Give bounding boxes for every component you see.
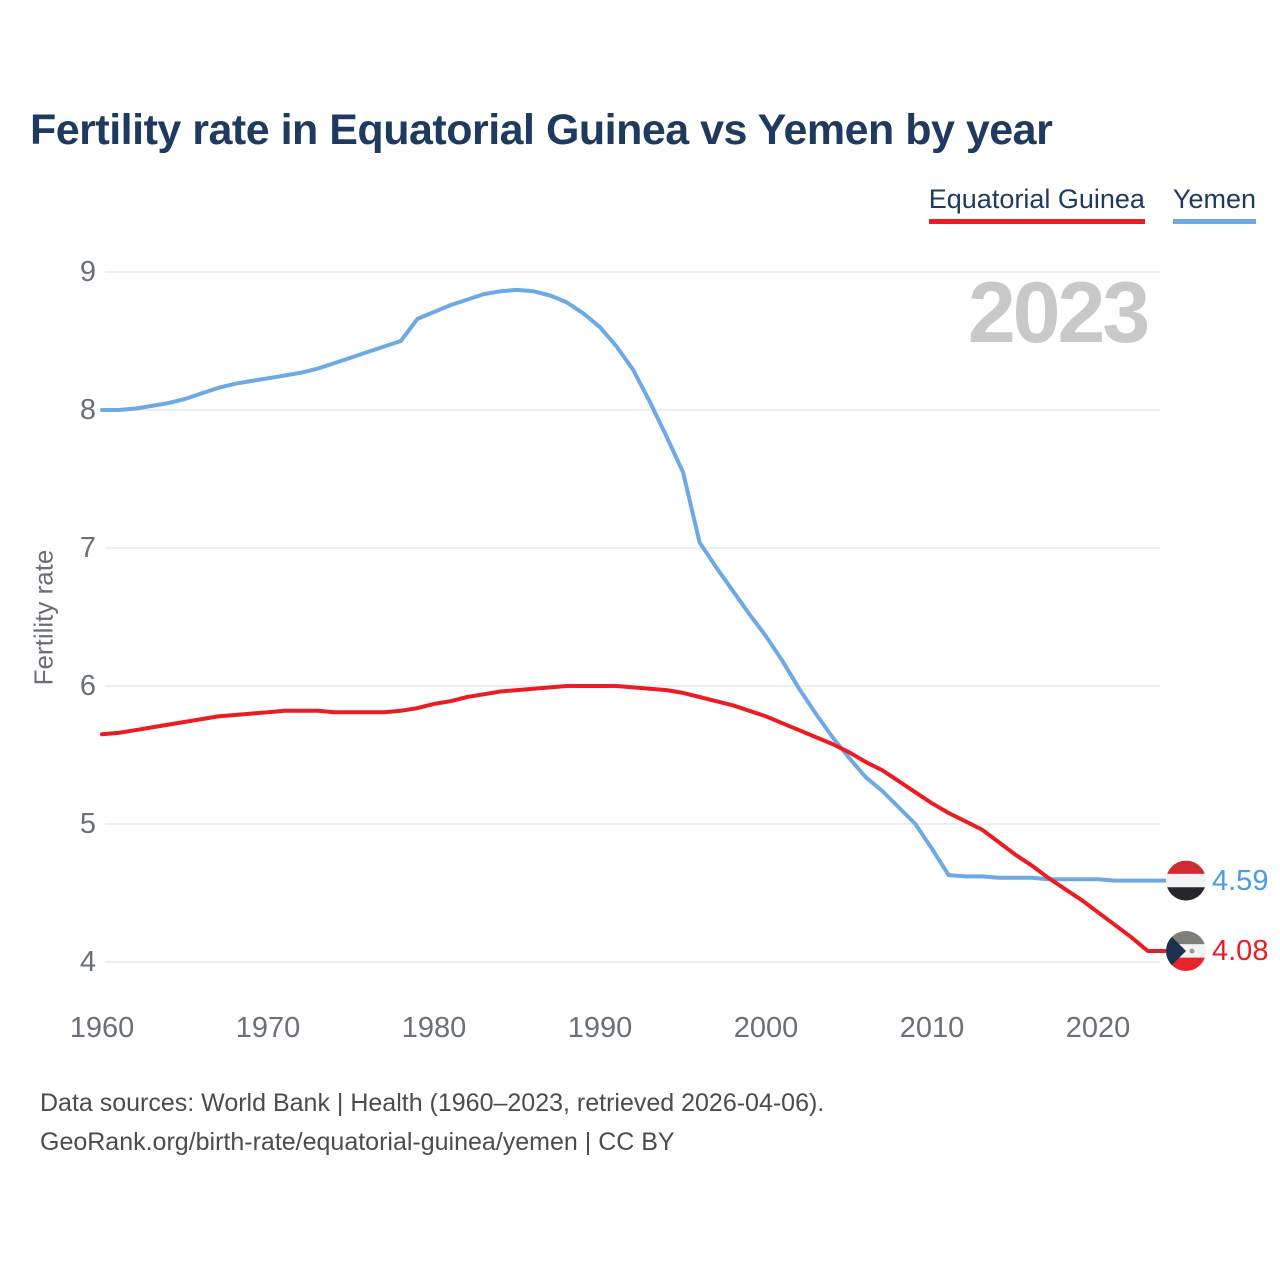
legend-label-yemen: Yemen [1172, 184, 1256, 214]
yemen-end-value-label: 4.59 [1212, 865, 1269, 897]
footer: Data sources: World Bank | Health (1960–… [40, 1084, 824, 1162]
y-tick-9: 9 [79, 256, 96, 288]
x-tick-2000: 2000 [733, 1012, 799, 1044]
legend-item-yemen[interactable]: Yemen [1172, 184, 1256, 224]
yemen-line[interactable] [100, 287, 1172, 883]
legend: Equatorial Guinea Yemen [928, 184, 1256, 224]
yemen-flag-icon [1166, 860, 1206, 901]
y-tick-6: 6 [79, 670, 96, 702]
x-tick-1990: 1990 [567, 1012, 633, 1044]
footer-data-sources: Data sources: World Bank | Health (1960–… [40, 1089, 825, 1117]
x-tick-1960: 1960 [69, 1012, 135, 1044]
y-axis-title: Fertility rate [28, 549, 59, 686]
x-tick-1970: 1970 [235, 1012, 301, 1044]
footer-attribution: GeoRank.org/birth-rate/equatorial-guinea… [40, 1128, 675, 1156]
x-tick-2020: 2020 [1065, 1012, 1131, 1044]
x-tick-1980: 1980 [401, 1012, 467, 1044]
year-watermark: 2023 [967, 265, 1150, 361]
x-tick-2010: 2010 [899, 1012, 965, 1044]
legend-item-equatorial-guinea[interactable]: Equatorial Guinea [928, 184, 1145, 224]
y-tick-8: 8 [79, 394, 96, 426]
equatorial-guinea-flag-icon [1166, 930, 1206, 971]
y-tick-7: 7 [79, 532, 96, 564]
equatorial-guinea-line[interactable] [100, 684, 1172, 953]
page-title: Fertility rate in Equatorial Guinea vs Y… [30, 106, 1053, 154]
y-tick-5: 5 [79, 808, 96, 840]
equatorial-guinea-end-value-label: 4.08 [1212, 935, 1269, 967]
legend-label-equatorial-guinea: Equatorial Guinea [928, 184, 1145, 214]
y-tick-4: 4 [79, 946, 96, 978]
